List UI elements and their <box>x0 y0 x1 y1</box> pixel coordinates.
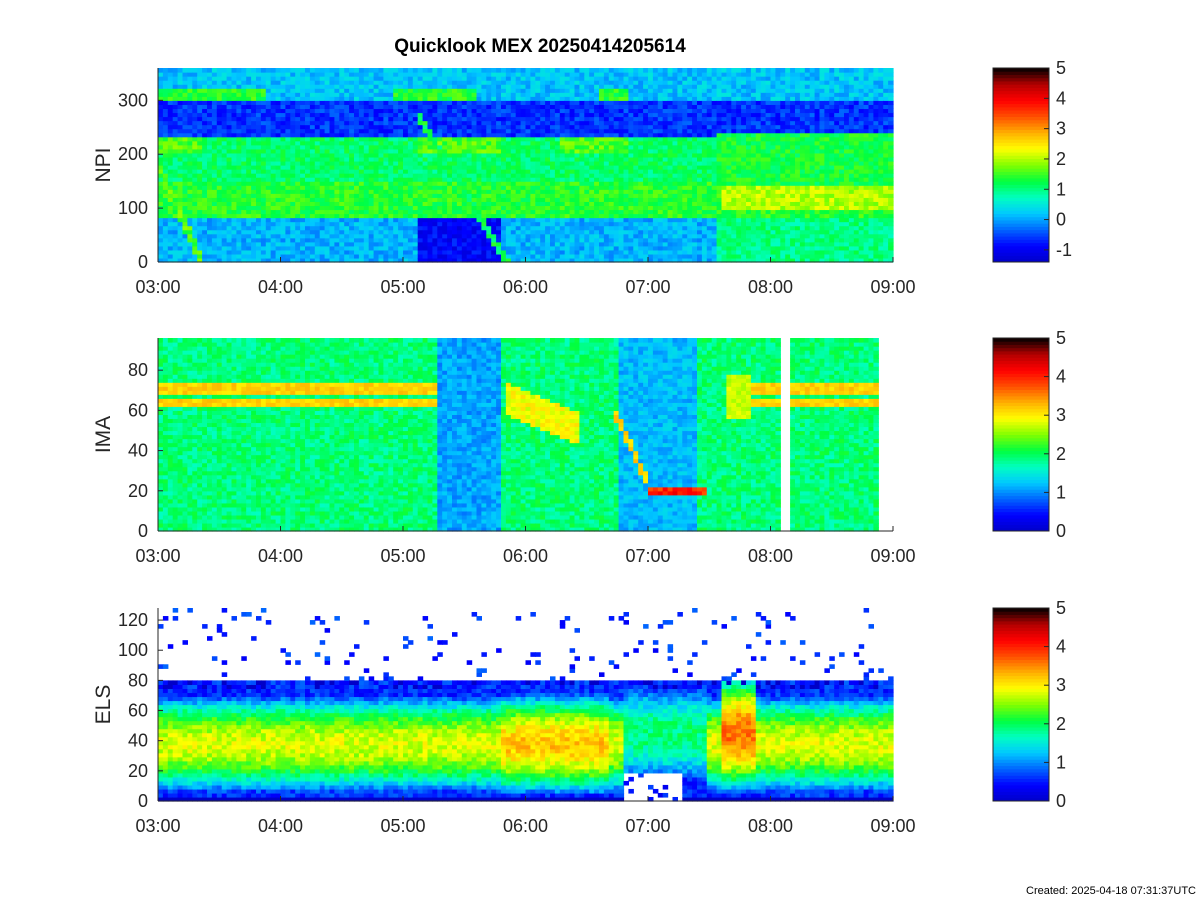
x-tick-label: 05:00 <box>380 816 425 836</box>
panel-ima: 03:00 04:00 05:00 06:00 07:00 08:00 09:0002040… <box>92 328 1066 566</box>
y-tick-label: 0 <box>138 521 148 541</box>
x-tick-label: 06:00 <box>503 277 548 297</box>
x-tick-label: 06:00 <box>503 546 548 566</box>
x-tick-label: 05:00 <box>380 546 425 566</box>
x-tick-label: 04:00 <box>258 546 303 566</box>
colorbar-tick-label: 1 <box>1056 482 1066 502</box>
colorbar-tick-label: 5 <box>1056 598 1066 618</box>
heatmap-els <box>158 608 894 802</box>
y-tick-label: 80 <box>128 360 148 380</box>
colorbar-tick-label: 4 <box>1056 637 1066 657</box>
y-axis-label: ELS <box>92 685 115 725</box>
x-tick-label: 04:00 <box>258 277 303 297</box>
created-timestamp: Created: 2025-04-18 07:31:37UTC <box>1026 885 1196 897</box>
colorbar-tick-label: 3 <box>1056 405 1066 425</box>
x-tick-label: 03:00 <box>135 546 180 566</box>
y-tick-label: 60 <box>128 701 148 721</box>
y-tick-label: 20 <box>128 761 148 781</box>
x-tick-label: 03:00 <box>135 816 180 836</box>
x-tick-label: 07:00 <box>625 277 670 297</box>
colorbar-tick-label: 4 <box>1056 88 1066 108</box>
y-tick-label: 0 <box>138 791 148 811</box>
colorbar-npi: -1 0 1 2 3 4 5 <box>993 58 1072 263</box>
colorbar-tick-label: 3 <box>1056 119 1066 139</box>
y-tick-label: 100 <box>118 640 148 660</box>
colorbar-tick-label: 0 <box>1056 791 1066 811</box>
x-tick-label: 05:00 <box>380 277 425 297</box>
x-tick-label: 04:00 <box>258 816 303 836</box>
y-tick-label: 20 <box>128 481 148 501</box>
y-axis-label: NPI <box>92 147 115 182</box>
y-tick-label: 300 <box>118 90 148 110</box>
panel-els: 03:00 04:00 05:00 06:00 07:00 08:00 09:0002040… <box>92 598 1066 836</box>
y-tick-label: 100 <box>118 198 148 218</box>
x-tick-label: 07:00 <box>625 816 670 836</box>
y-tick-label: 120 <box>118 610 148 630</box>
x-tick-label: 08:00 <box>748 546 793 566</box>
colorbar-tick-label: 0 <box>1056 521 1066 541</box>
x-tick-label: 03:00 <box>135 277 180 297</box>
colorbar-tick-label: -1 <box>1056 240 1072 260</box>
x-tick-label: 06:00 <box>503 816 548 836</box>
x-tick-label: 08:00 <box>748 816 793 836</box>
y-tick-label: 200 <box>118 144 148 164</box>
heatmap-ima <box>158 338 879 532</box>
y-axis-label: IMA <box>92 416 115 453</box>
x-tick-label: 09:00 <box>870 816 915 836</box>
y-tick-label: 0 <box>138 252 148 272</box>
colorbar-tick-label: 0 <box>1056 210 1066 230</box>
x-tick-label: 07:00 <box>625 546 670 566</box>
panel-npi: 03:00 04:00 05:00 06:00 07:00 08:00 09:00 0 100 2… <box>92 58 1072 297</box>
colorbar-tick-label: 5 <box>1056 328 1066 348</box>
y-tick-label: 60 <box>128 400 148 420</box>
y-tick-label: 80 <box>128 670 148 690</box>
x-tick-label: 09:00 <box>870 546 915 566</box>
colorbar-tick-label: 5 <box>1056 58 1066 78</box>
colorbar-tick-label: 1 <box>1056 752 1066 772</box>
colorbar-tick-label: 3 <box>1056 675 1066 695</box>
colorbar-tick-label: 4 <box>1056 367 1066 387</box>
colorbar-ima: 0 1 2 3 4 5 <box>993 328 1066 541</box>
y-tick-label: 40 <box>128 441 148 461</box>
y-tick-label: 40 <box>128 731 148 751</box>
x-tick-label: 09:00 <box>870 277 915 297</box>
heatmap-npi <box>158 68 894 263</box>
x-tick-label: 08:00 <box>748 277 793 297</box>
colorbar-tick-label: 2 <box>1056 714 1066 734</box>
colorbar-tick-label: 2 <box>1056 444 1066 464</box>
colorbar-els: 0 1 2 3 4 5 <box>993 598 1066 811</box>
colorbar-tick-label: 1 <box>1056 179 1066 199</box>
colorbar-tick-label: 2 <box>1056 149 1066 169</box>
